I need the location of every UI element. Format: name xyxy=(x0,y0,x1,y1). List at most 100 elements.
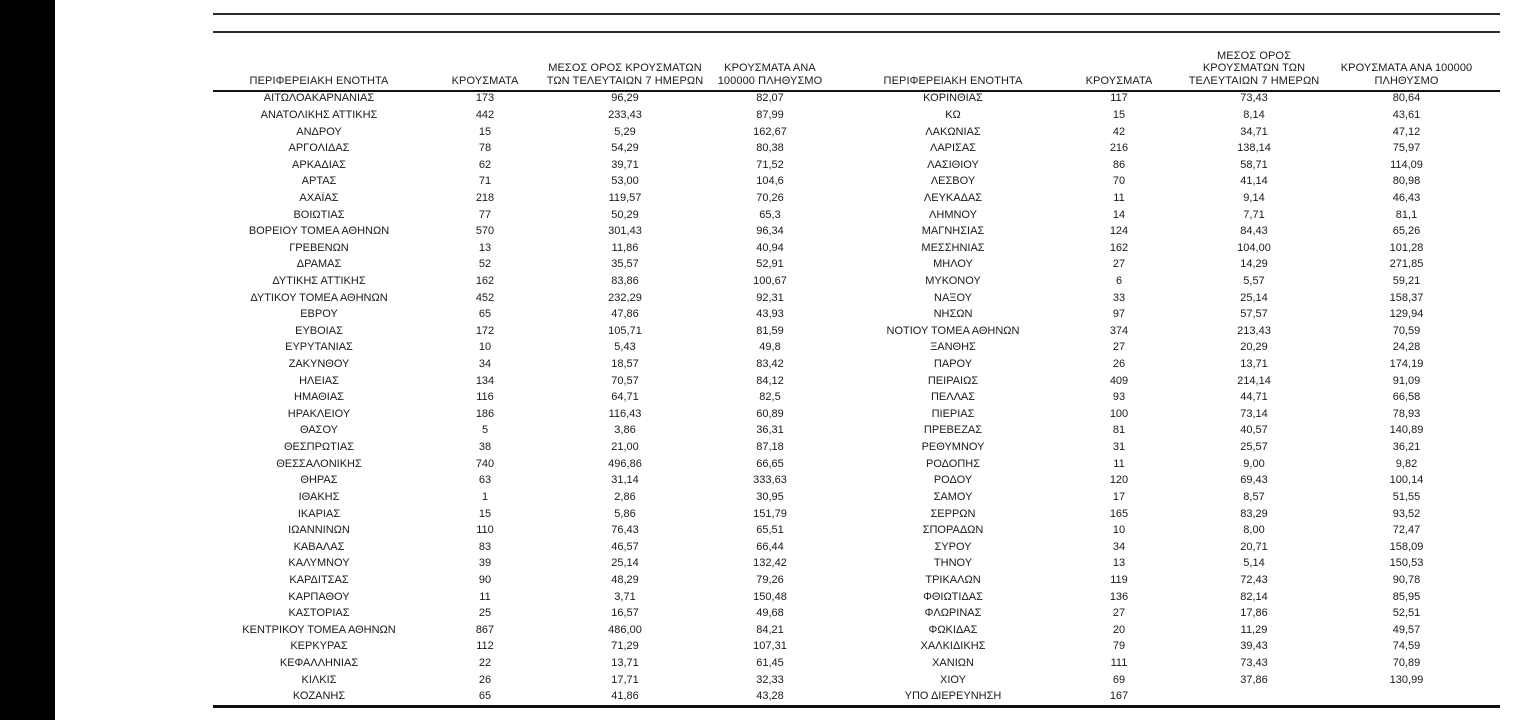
table-row: ΧΑΛΚΙΔΙΚΗΣ 79 39,43 74,59 xyxy=(847,638,1484,655)
table-row: ΧΙΟΥ 69 37,86 130,99 xyxy=(847,671,1484,688)
table-row: ΑΡΚΑΔΙΑΣ 62 39,71 71,52 xyxy=(213,156,835,173)
table-row: ΙΚΑΡΙΑΣ 15 5,86 151,79 xyxy=(213,505,835,522)
cases-cell: 119 xyxy=(1110,573,1128,586)
region-name-cell: ΛΑΚΩΝΙΑΣ xyxy=(925,125,981,138)
cases-cell: 165 xyxy=(1109,507,1129,520)
region-name-cell: ΛΑΣΙΘΙΟΥ xyxy=(927,158,979,171)
table-row: ΦΩΚΙΔΑΣ 20 11,29 49,57 xyxy=(847,622,1484,639)
per100k-cell: 82,5 xyxy=(759,391,781,404)
table-row: ΧΑΝΙΩΝ 111 73,43 70,89 xyxy=(847,655,1484,672)
region-name-cell: ΕΥΡΥΤΑΝΙΑΣ xyxy=(285,341,353,354)
cases-cell: 86 xyxy=(1112,158,1126,171)
per100k-cell: 85,95 xyxy=(1392,590,1421,603)
cases-cell: 83 xyxy=(478,540,492,553)
region-name-cell: ΚΕΦΑΛΛΗΝΙΑΣ xyxy=(279,657,359,670)
table-row: ΛΕΣΒΟΥ 70 41,14 80,98 xyxy=(847,173,1484,190)
region-name-cell: ΚΑΣΤΟΡΙΑΣ xyxy=(288,607,350,620)
region-name-cell: ΘΕΣΠΡΩΤΙΑΣ xyxy=(283,441,355,454)
cases-cell: 71 xyxy=(478,175,492,188)
avg7-cell: 50,29 xyxy=(611,208,639,221)
cases-cell: 15 xyxy=(1112,108,1126,121)
avg7-cell: 213,43 xyxy=(1237,324,1271,337)
avg7-cell: 2,86 xyxy=(614,490,636,503)
per100k-cell: 150,48 xyxy=(753,590,787,603)
per100k-cell: 91,09 xyxy=(1392,374,1421,387)
regional-cases-tables: ΠΕΡΙΦΕΡΕΙΑΚΗ ΕΝΟΤΗΤΑ ΚΡΟΥΣΜΑΤΑ ΜΕΣΟΣ ΟΡΟ… xyxy=(213,33,1500,705)
cases-cell: 27 xyxy=(1112,341,1126,354)
cases-cell: 374 xyxy=(1109,324,1129,337)
cases-cell: 90 xyxy=(478,573,492,586)
avg7-cell: 70,57 xyxy=(611,374,639,387)
cases-cell: 172 xyxy=(475,324,495,337)
avg7-cell: 83,86 xyxy=(611,275,639,287)
avg7-cell: 8,57 xyxy=(1243,490,1265,503)
table-row: ΘΑΣΟΥ 5 3,86 36,31 xyxy=(213,422,835,439)
region-name-cell: ΝΟΤΙΟΥ ΤΟΜΕΑ ΑΘΗΝΩΝ xyxy=(886,324,1020,337)
table-body: ΑΙΤΩΛΟΑΚΑΡΝΑΝΙΑΣ 173 96,29 82,07 ΑΝΑΤΟΛΙΚΗΣ … xyxy=(213,90,835,705)
region-name-cell: ΓΡΕΒΕΝΩΝ xyxy=(289,241,349,254)
per100k-cell: 51,55 xyxy=(1392,490,1421,503)
cases-cell: 34 xyxy=(1112,540,1126,553)
cases-cell: 20 xyxy=(1112,623,1126,636)
region-name-cell: ΣΑΜΟΥ xyxy=(933,490,973,503)
avg7-cell: 5,86 xyxy=(614,507,636,520)
region-name-cell: ΑΡΤΑΣ xyxy=(301,175,337,188)
cases-cell: 6 xyxy=(1115,275,1123,287)
per100k-cell: 79,26 xyxy=(756,573,784,586)
table-row: ΝΟΤΙΟΥ ΤΟΜΕΑ ΑΘΗΝΩΝ 374 213,43 70,59 xyxy=(847,323,1484,340)
region-name-cell: ΠΕΙΡΑΙΩΣ xyxy=(927,374,979,387)
per100k-cell: 49,68 xyxy=(756,607,784,620)
avg7-cell: 20,29 xyxy=(1240,341,1268,354)
table-row: ΦΘΙΩΤΙΔΑΣ 136 82,14 85,95 xyxy=(847,588,1484,605)
cases-cell: 134 xyxy=(475,374,495,387)
per100k-cell: 271,85 xyxy=(1389,258,1424,271)
table-row: ΙΩΑΝΝΙΝΩΝ 110 76,43 65,51 xyxy=(213,522,835,539)
per100k-cell: 81,59 xyxy=(756,324,784,337)
table-row: ΛΑΚΩΝΙΑΣ 42 34,71 47,12 xyxy=(847,123,1484,140)
per100k-cell: 71,52 xyxy=(756,158,784,171)
avg7-cell: 13,71 xyxy=(1240,358,1268,371)
avg7-cell: 71,29 xyxy=(611,640,639,653)
table-row: ΝΗΣΩΝ 97 57,57 129,94 xyxy=(847,306,1484,323)
region-name-cell: ΞΑΝΘΗΣ xyxy=(930,341,976,354)
avg7-cell: 37,86 xyxy=(1240,673,1268,686)
cases-cell: 17 xyxy=(1112,490,1126,503)
avg7-cell: 64,71 xyxy=(611,391,639,404)
avg7-cell: 83,29 xyxy=(1240,507,1268,520)
region-name-cell: ΣΥΡΟΥ xyxy=(934,540,972,553)
header-cases: ΚΡΟΥΣΜΑΤΑ xyxy=(1085,74,1153,87)
per100k-cell: 75,97 xyxy=(1392,142,1421,155)
avg7-cell: 40,57 xyxy=(1240,424,1268,437)
region-name-cell: ΡΟΔΟΠΗΣ xyxy=(925,457,981,470)
table-row: ΦΛΩΡΙΝΑΣ 27 17,86 52,51 xyxy=(847,605,1484,622)
regional-cases-table-left: ΠΕΡΙΦΕΡΕΙΑΚΗ ΕΝΟΤΗΤΑ ΚΡΟΥΣΜΑΤΑ ΜΕΣΟΣ ΟΡΟ… xyxy=(213,33,835,705)
per100k-cell: 80,64 xyxy=(1392,92,1421,105)
region-name-cell: ΖΑΚΥΝΘΟΥ xyxy=(288,358,350,371)
avg7-cell: 82,14 xyxy=(1240,590,1268,603)
per100k-cell: 81,1 xyxy=(1395,208,1418,221)
per100k-cell: 101,28 xyxy=(1389,241,1424,254)
per100k-cell: 93,52 xyxy=(1392,507,1421,520)
table-header-row: ΠΕΡΙΦΕΡΕΙΑΚΗ ΕΝΟΤΗΤΑ ΚΡΟΥΣΜΑΤΑ ΜΕΣΟΣ ΟΡΟ… xyxy=(213,33,835,90)
cases-cell: 452 xyxy=(475,291,495,304)
region-name-cell: ΔΥΤΙΚΟΥ ΤΟΜΕΑ ΑΘΗΝΩΝ xyxy=(250,291,388,304)
table-row: ΜΑΓΝΗΣΙΑΣ 124 84,43 65,26 xyxy=(847,223,1484,240)
per100k-cell: 100,14 xyxy=(1389,474,1424,487)
cases-cell: 162 xyxy=(475,275,495,287)
cases-cell: 173 xyxy=(475,92,495,105)
avg7-cell: 9,14 xyxy=(1243,191,1265,204)
per100k-cell: 174,19 xyxy=(1389,358,1424,371)
cases-cell: 100 xyxy=(1109,407,1129,420)
region-name-cell: ΚΑΡΠΑΘΟΥ xyxy=(288,590,350,603)
top-rule-2 xyxy=(213,31,1500,33)
table-row: ΚΕΝΤΡΙΚΟΥ ΤΟΜΕΑ ΑΘΗΝΩΝ 867 486,00 84,21 xyxy=(213,622,835,639)
avg7-cell: 84,43 xyxy=(1240,225,1268,238)
table-row: ΒΟΙΩΤΙΑΣ 77 50,29 65,3 xyxy=(213,206,835,223)
table-row: ΗΡΑΚΛΕΙΟΥ 186 116,43 60,89 xyxy=(213,406,835,423)
table-row: ΑΧΑΪΑΣ 218 119,57 70,26 xyxy=(213,190,835,207)
region-name-cell: ΣΕΡΡΩΝ xyxy=(930,507,976,520)
region-name-cell: ΝΗΣΩΝ xyxy=(933,308,973,321)
cases-cell: 15 xyxy=(478,507,492,520)
cases-cell: 740 xyxy=(475,457,495,470)
avg7-cell: 72,43 xyxy=(1240,573,1268,586)
